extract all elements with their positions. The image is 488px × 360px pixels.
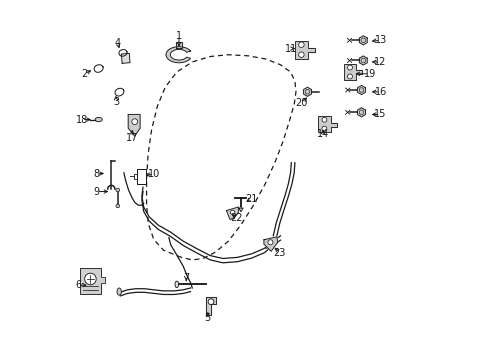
Text: 16: 16 [374,87,386,97]
Text: 20: 20 [295,98,307,108]
Text: 5: 5 [204,312,210,323]
Polygon shape [205,297,216,315]
Bar [80,268,101,294]
Text: 14: 14 [316,129,328,139]
Polygon shape [264,237,277,251]
Circle shape [298,42,304,48]
Text: 13: 13 [374,35,386,45]
Polygon shape [101,277,104,283]
Circle shape [84,273,96,285]
Polygon shape [176,42,182,49]
Circle shape [347,65,352,70]
Polygon shape [121,53,130,63]
Bar [137,169,146,184]
Text: 22: 22 [230,213,243,223]
Polygon shape [330,123,336,127]
Bar [318,116,330,132]
Text: 3: 3 [113,96,119,107]
Polygon shape [226,207,238,220]
Text: 18: 18 [76,114,88,125]
Circle shape [267,240,272,245]
Polygon shape [355,71,362,75]
Polygon shape [94,65,103,72]
Text: 11: 11 [284,44,296,54]
Ellipse shape [95,117,102,122]
Polygon shape [238,208,243,212]
Polygon shape [357,108,365,117]
Circle shape [321,126,326,131]
Polygon shape [303,87,311,96]
Polygon shape [307,48,314,53]
Polygon shape [359,36,366,45]
Text: 8: 8 [94,168,100,179]
Text: 10: 10 [147,168,160,179]
Text: 1: 1 [176,31,182,41]
Polygon shape [166,47,190,63]
Circle shape [230,210,234,215]
Circle shape [208,299,213,305]
Circle shape [116,204,120,208]
Text: 17: 17 [126,132,138,143]
Text: 6: 6 [75,280,81,290]
Circle shape [132,119,137,125]
Polygon shape [128,114,140,136]
Polygon shape [119,50,127,56]
Polygon shape [359,56,366,65]
Text: 2: 2 [81,69,87,79]
Ellipse shape [175,281,178,288]
Bar [134,174,137,179]
Polygon shape [115,88,123,96]
Ellipse shape [117,288,121,295]
Text: 9: 9 [94,186,100,197]
Text: 4: 4 [115,38,121,48]
Circle shape [347,74,352,79]
Text: 15: 15 [374,109,386,120]
Circle shape [298,52,304,57]
Text: 12: 12 [374,57,386,67]
Polygon shape [357,85,365,95]
Text: 21: 21 [244,194,257,204]
Text: 7: 7 [183,273,189,283]
Bar [294,41,307,59]
Text: 19: 19 [363,69,375,79]
Circle shape [116,188,120,192]
Bar [343,64,355,80]
Text: 23: 23 [273,248,285,258]
Circle shape [321,117,326,122]
